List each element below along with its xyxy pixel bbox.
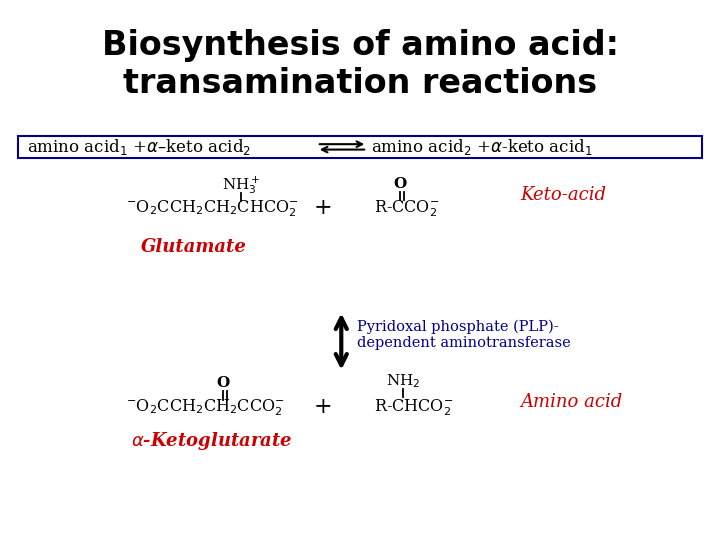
Text: $\alpha$-Ketoglutarate: $\alpha$-Ketoglutarate [131,430,292,452]
Text: amino acid$_2$ +$\alpha$-keto acid$_1$: amino acid$_2$ +$\alpha$-keto acid$_1$ [371,137,593,157]
Text: O: O [217,376,230,390]
Text: amino acid$_1$ +$\alpha$–keto acid$_2$: amino acid$_1$ +$\alpha$–keto acid$_2$ [27,137,251,157]
Text: $^{-}$O$_2$CCH$_2$CH$_2$CHCO$_2^{-}$: $^{-}$O$_2$CCH$_2$CH$_2$CHCO$_2^{-}$ [126,199,299,219]
Text: transamination reactions: transamination reactions [123,67,597,100]
Text: +: + [313,197,332,219]
Text: Amino acid: Amino acid [521,393,623,411]
Text: Keto-acid: Keto-acid [521,186,606,205]
Text: O: O [394,177,407,191]
Text: Biosynthesis of amino acid:: Biosynthesis of amino acid: [102,29,618,63]
Text: R-CCO$_2^{-}$: R-CCO$_2^{-}$ [374,199,440,219]
Text: Glutamate: Glutamate [140,238,246,256]
Text: R-CHCO$_2^{-}$: R-CHCO$_2^{-}$ [374,397,454,418]
Text: NH$_3^+$: NH$_3^+$ [222,174,261,196]
Text: NH$_2$: NH$_2$ [386,372,420,389]
Bar [18,136,702,158]
Text: $^{-}$O$_2$CCH$_2$CH$_2$CCO$_2^{-}$: $^{-}$O$_2$CCH$_2$CH$_2$CCO$_2^{-}$ [126,397,285,418]
Text: +: + [313,396,332,417]
Text: Pyridoxal phosphate (PLP)-
dependent aminotransferase: Pyridoxal phosphate (PLP)- dependent ami… [357,320,571,350]
